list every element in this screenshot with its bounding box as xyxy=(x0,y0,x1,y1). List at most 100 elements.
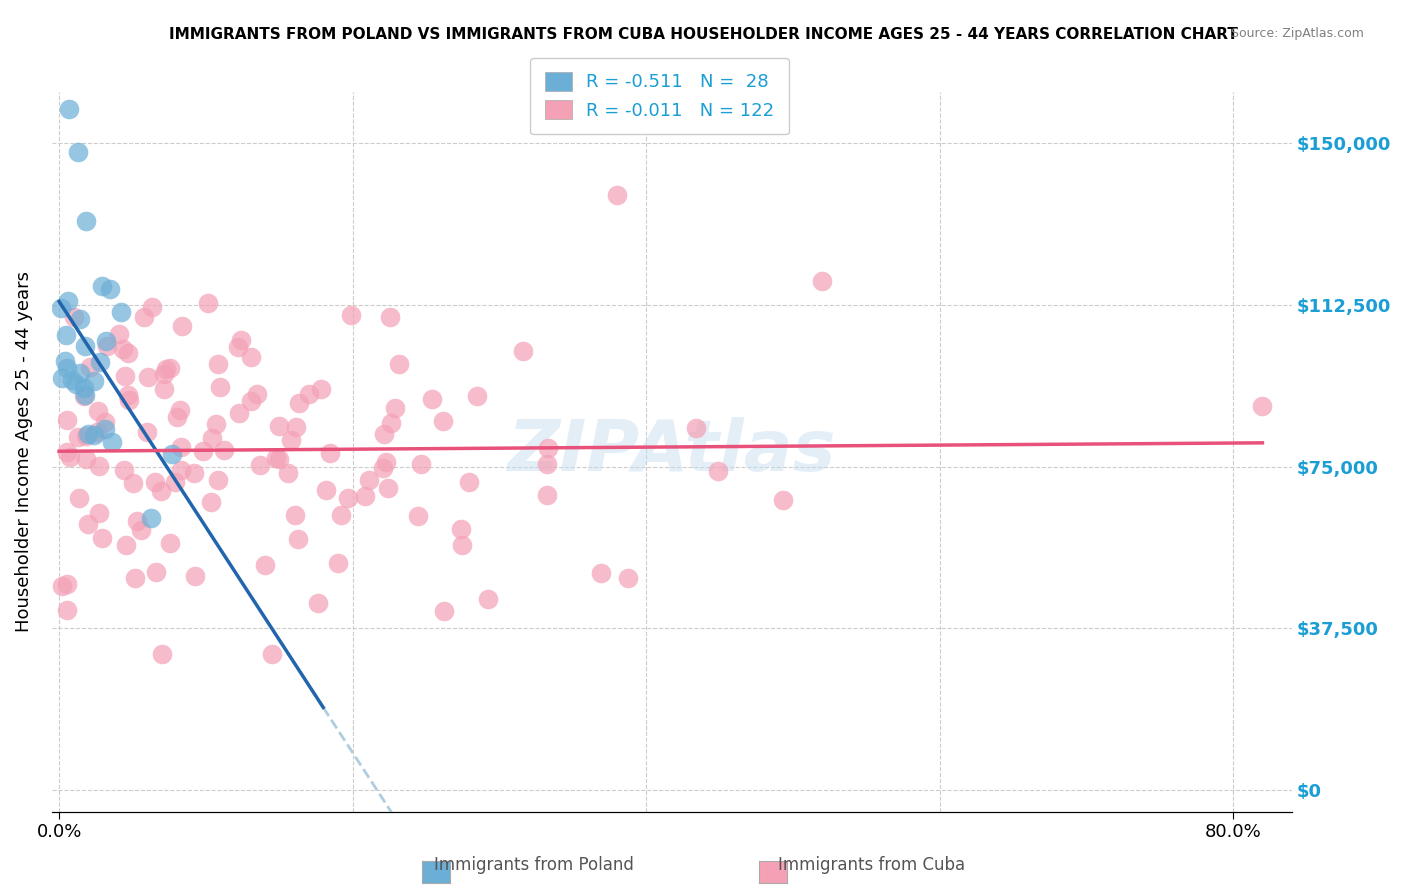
Point xyxy=(49,301,72,315)
Point xyxy=(114,369,136,384)
Point xyxy=(616,571,638,585)
Point xyxy=(184,569,207,583)
Point xyxy=(512,343,534,358)
Point xyxy=(685,421,707,435)
Point xyxy=(75,387,97,401)
Point xyxy=(307,596,329,610)
Point xyxy=(136,370,159,384)
Point xyxy=(337,491,360,506)
Point xyxy=(450,523,472,537)
Point xyxy=(200,495,222,509)
Point xyxy=(86,425,108,439)
Point xyxy=(205,417,228,432)
Text: Source: ZipAtlas.com: Source: ZipAtlas.com xyxy=(1230,27,1364,40)
Point xyxy=(458,475,481,489)
Point xyxy=(67,430,90,444)
Point xyxy=(267,419,290,434)
Point xyxy=(75,339,97,353)
Point xyxy=(280,433,302,447)
Point xyxy=(121,475,143,490)
Point xyxy=(53,353,76,368)
Point xyxy=(75,429,97,443)
Point xyxy=(208,379,231,393)
Point xyxy=(772,493,794,508)
Point xyxy=(117,387,139,401)
Point xyxy=(359,473,381,487)
Point xyxy=(145,475,167,490)
Point xyxy=(371,461,394,475)
Point xyxy=(284,508,307,522)
Point xyxy=(589,566,612,580)
Point xyxy=(340,308,363,322)
Point xyxy=(212,442,235,457)
Point xyxy=(79,359,101,374)
Point xyxy=(58,102,80,116)
Point xyxy=(94,422,117,436)
Text: Immigrants from Poland: Immigrants from Poland xyxy=(434,855,634,873)
Point xyxy=(56,412,79,426)
Point xyxy=(150,484,173,499)
Point xyxy=(83,428,105,442)
Point xyxy=(420,392,443,406)
Legend: R = -0.511   N =  28, R = -0.011   N = 122: R = -0.511 N = 28, R = -0.011 N = 122 xyxy=(530,58,789,134)
Point xyxy=(193,443,215,458)
Point xyxy=(87,404,110,418)
Point xyxy=(183,466,205,480)
Point xyxy=(328,557,350,571)
Point xyxy=(537,441,560,455)
Point xyxy=(76,517,98,532)
Point xyxy=(91,532,114,546)
Point xyxy=(432,414,454,428)
Point xyxy=(159,361,181,376)
Point xyxy=(124,571,146,585)
Point xyxy=(153,382,176,396)
Point xyxy=(56,576,79,591)
Point xyxy=(285,420,308,434)
Point xyxy=(100,434,122,449)
Point xyxy=(112,342,135,356)
Point xyxy=(172,318,194,333)
Point xyxy=(706,464,728,478)
Point xyxy=(287,532,309,546)
Point xyxy=(450,538,472,552)
Point xyxy=(254,558,277,572)
Point xyxy=(163,475,186,489)
Point xyxy=(98,281,121,295)
Point xyxy=(409,457,432,471)
Point xyxy=(159,536,181,550)
Point xyxy=(141,300,163,314)
Point xyxy=(73,381,96,395)
Point xyxy=(201,431,224,445)
Point xyxy=(380,310,402,324)
Point xyxy=(240,394,263,409)
Point xyxy=(118,393,141,408)
Point xyxy=(108,326,131,341)
Point xyxy=(298,387,321,401)
Text: Immigrants from Cuba: Immigrants from Cuba xyxy=(778,855,966,873)
Point xyxy=(267,451,290,466)
Point xyxy=(433,604,456,618)
Point xyxy=(245,387,267,401)
Point xyxy=(115,538,138,552)
Y-axis label: Householder Income Ages 25 - 44 years: Householder Income Ages 25 - 44 years xyxy=(15,271,32,632)
Point xyxy=(69,367,91,381)
Point xyxy=(197,296,219,310)
Text: ZIPAtlas: ZIPAtlas xyxy=(508,417,837,486)
Point xyxy=(160,447,183,461)
Point xyxy=(150,647,173,661)
Point xyxy=(76,452,98,467)
Point xyxy=(319,446,342,460)
Point xyxy=(145,565,167,579)
Point xyxy=(55,328,77,343)
Point xyxy=(288,396,311,410)
Point xyxy=(239,351,262,365)
Point xyxy=(56,445,79,459)
Point xyxy=(373,426,395,441)
Point xyxy=(465,389,488,403)
Point xyxy=(354,489,377,503)
Point xyxy=(377,481,399,495)
Point xyxy=(139,511,162,525)
Point xyxy=(249,458,271,473)
Point xyxy=(384,401,406,415)
Point xyxy=(228,340,250,354)
